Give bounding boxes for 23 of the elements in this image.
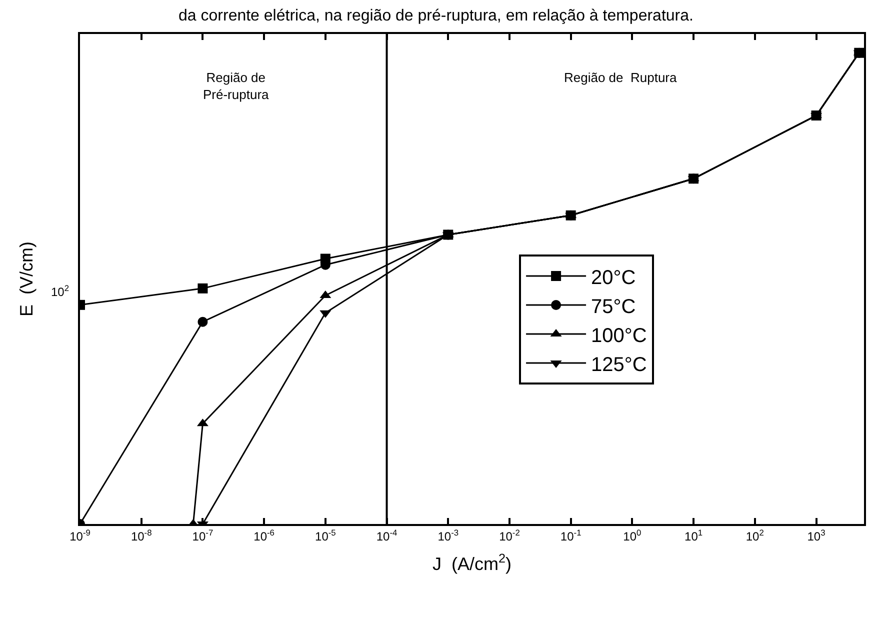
x-tick-label: 10$^{2}$	[746, 527, 764, 544]
x-axis-title: J (A/cm$^{2}$)	[432, 551, 512, 574]
x-tick-label: 10$^{-6}$	[254, 527, 275, 544]
x-tick-label: 10$^{0}$	[623, 527, 642, 544]
x-tick-label: 10$^{1}$	[684, 527, 703, 544]
legend-label: 20°C	[591, 266, 636, 289]
x-tick-label: 10$^{-9}$	[70, 527, 91, 544]
legend-label: 75°C	[591, 296, 636, 318]
x-tick-label: 10$^{-5}$	[315, 527, 336, 544]
x-tick-label: 10$^{3}$	[807, 527, 826, 544]
x-tick-label: 10$^{-2}$	[499, 527, 520, 544]
legend-label: 125°C	[591, 354, 647, 376]
annotation: Região de Pré-ruptura	[203, 70, 270, 102]
y-axis-title: E (V/cm)	[16, 242, 37, 316]
x-tick-label: 10$^{-7}$	[192, 527, 214, 544]
legend-label: 100°C	[591, 324, 647, 347]
text: 10$^{2}$	[51, 283, 70, 300]
chart-title: da corrente elétrica, na região de pré-ruptura, em relação à temperatura.	[178, 7, 694, 24]
annotation: Região de Ruptura	[564, 70, 678, 85]
x-tick-label: 10$^{-8}$	[130, 527, 152, 544]
x-tick-label: 10$^{-1}$	[560, 527, 582, 544]
x-tick-label: 10$^{-4}$	[376, 527, 398, 544]
x-tick-label: 10$^{-3}$	[438, 527, 459, 544]
